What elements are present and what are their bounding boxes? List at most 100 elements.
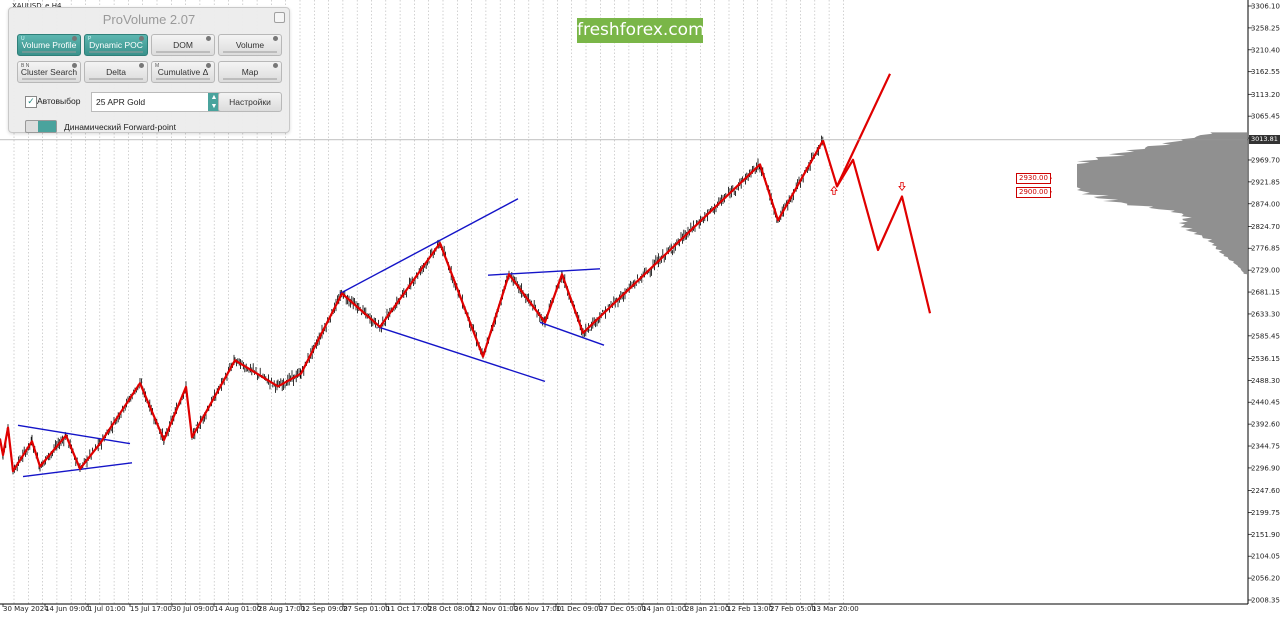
gear-icon[interactable] (139, 36, 144, 41)
channel-line (17, 424, 131, 445)
price-tick-label: 2681.15 (1251, 289, 1280, 297)
level-label-2900[interactable]: 2900.00 (1016, 186, 1051, 198)
time-tick-label: 27 Feb 05:00 (770, 605, 816, 613)
gear-icon[interactable] (206, 63, 211, 68)
symbol-label: XAUUSD_e,H4 (12, 2, 62, 10)
dom-button[interactable]: DOM (151, 34, 215, 56)
current-price-tag: 3013.81 (1249, 134, 1280, 144)
channel-line (487, 268, 601, 276)
arrow-up-icon (830, 185, 838, 195)
auto-select-checkbox[interactable]: ✓ (25, 96, 37, 108)
spin-arrows-icon[interactable]: ▲ ▼ (208, 93, 220, 111)
gear-icon[interactable] (206, 36, 211, 41)
gear-icon[interactable] (273, 36, 278, 41)
channel-line (22, 462, 133, 478)
dynamic-poc-button[interactable]: P Dynamic POC (84, 34, 148, 56)
time-tick-label: 28 Aug 17:00 (258, 605, 305, 613)
button-label: Map (241, 67, 259, 77)
instrument-select[interactable]: 25 APR Gold ▲ ▼ (91, 92, 221, 112)
button-label: Volume Profile (21, 40, 77, 50)
indicator-strip (156, 78, 210, 80)
forward-point-label: Динамический Forward-point (64, 122, 176, 132)
indicator-strip (223, 78, 277, 80)
delta-button[interactable]: Delta (84, 61, 148, 83)
button-label: Cumulative Δ (157, 67, 209, 77)
price-tick-label: 3113.20 (1251, 91, 1280, 99)
hotkey-label: P (88, 36, 92, 42)
time-tick-label: 11 Oct 17:00 (386, 605, 432, 613)
map-button[interactable]: Map (218, 61, 282, 83)
time-tick-label: 30 Jul 09:00 (172, 605, 214, 613)
time-tick-label: 14 Aug 01:00 (214, 605, 261, 613)
price-tick-label: 2776.85 (1251, 245, 1280, 253)
time-tick-label: 1 Jul 01:00 (88, 605, 126, 613)
price-tick-label: 2056.20 (1251, 575, 1280, 583)
cluster-search-button[interactable]: B N Cluster Search (17, 61, 81, 83)
gear-icon[interactable] (139, 63, 144, 68)
price-tick-label: 2921.85 (1251, 178, 1280, 186)
price-tick-label: 2969.70 (1251, 156, 1280, 164)
time-tick-label: 13 Mar 20:00 (812, 605, 859, 613)
price-tick-label: 2536.15 (1251, 355, 1280, 363)
volume-profile-button[interactable]: U Volume Profile (17, 34, 81, 56)
indicator-strip (156, 51, 210, 53)
price-tick-label: 2874.00 (1251, 200, 1280, 208)
price-tick-label: 2633.30 (1251, 310, 1280, 318)
price-tick-label: 2440.45 (1251, 399, 1280, 407)
price-tick-label: 3258.25 (1251, 24, 1280, 32)
indicator-strip (22, 78, 76, 80)
button-label: Volume (235, 40, 265, 50)
time-grid (13, 0, 844, 604)
time-tick-label: 14 Jan 01:00 (642, 605, 686, 613)
indicator-strip (89, 51, 143, 53)
channel-line (377, 326, 546, 383)
time-tick-label: 28 Oct 08:00 (428, 605, 474, 613)
price-tick-label: 2585.45 (1251, 332, 1280, 340)
forecast-line (836, 158, 932, 314)
level-label-2930[interactable]: 2930.00 (1016, 173, 1051, 185)
volume-profile (1077, 132, 1247, 275)
time-tick-label: 15 Jul 17:00 (130, 605, 172, 613)
forward-point-toggle[interactable] (25, 120, 57, 133)
gear-icon[interactable] (273, 63, 278, 68)
time-tick-label: 12 Nov 01:00 (471, 605, 518, 613)
price-tick-label: 3306.10 (1251, 3, 1280, 11)
brand-logo: freshforex.com (577, 18, 705, 43)
gear-icon[interactable] (72, 63, 77, 68)
time-tick-label: 26 Nov 17:00 (514, 605, 561, 613)
time-tick-label: 28 Jan 21:00 (685, 605, 729, 613)
panel-close-icon[interactable] (274, 12, 285, 23)
time-tick-label: 27 Dec 05:00 (599, 605, 646, 613)
hotkey-label: U (21, 36, 25, 42)
zigzag-line (0, 73, 891, 473)
price-tick-label: 2247.60 (1251, 487, 1280, 495)
toggle-knob (38, 121, 56, 132)
time-tick-label: 30 May 2024 (3, 605, 49, 613)
price-tick-label: 2199.75 (1251, 509, 1280, 517)
time-tick-label: 14 Jun 09:00 (45, 605, 89, 613)
price-tick-label: 2008.35 (1251, 597, 1280, 605)
indicator-strip (89, 78, 143, 80)
price-tick-label: 2729.00 (1251, 267, 1280, 275)
channel-line (539, 321, 605, 346)
price-tick-label: 3210.40 (1251, 46, 1280, 54)
price-tick-label: 2488.30 (1251, 377, 1280, 385)
hotkey-label: B N (21, 63, 30, 69)
time-tick-label: 27 Sep 01:00 (343, 605, 390, 613)
volume-button[interactable]: Volume (218, 34, 282, 56)
zigzag-wave (0, 73, 891, 473)
price-tick-label: 3162.55 (1251, 68, 1280, 76)
price-tick-label: 3065.45 (1251, 113, 1280, 121)
provolume-panel[interactable]: ProVolume 2.07 U Volume Profile P Dynami… (8, 7, 290, 133)
button-label: DOM (173, 40, 193, 50)
settings-button[interactable]: Настройки (218, 92, 282, 112)
hotkey-label: M (155, 63, 160, 69)
cumulative-delta-button[interactable]: M Cumulative Δ (151, 61, 215, 83)
time-tick-label: 12 Sep 09:00 (301, 605, 348, 613)
forecast-path (830, 158, 932, 314)
time-tick-label: 12 Feb 13:00 (727, 605, 773, 613)
gear-icon[interactable] (72, 36, 77, 41)
channel-line (339, 198, 519, 295)
price-tick-label: 2104.05 (1251, 553, 1280, 561)
